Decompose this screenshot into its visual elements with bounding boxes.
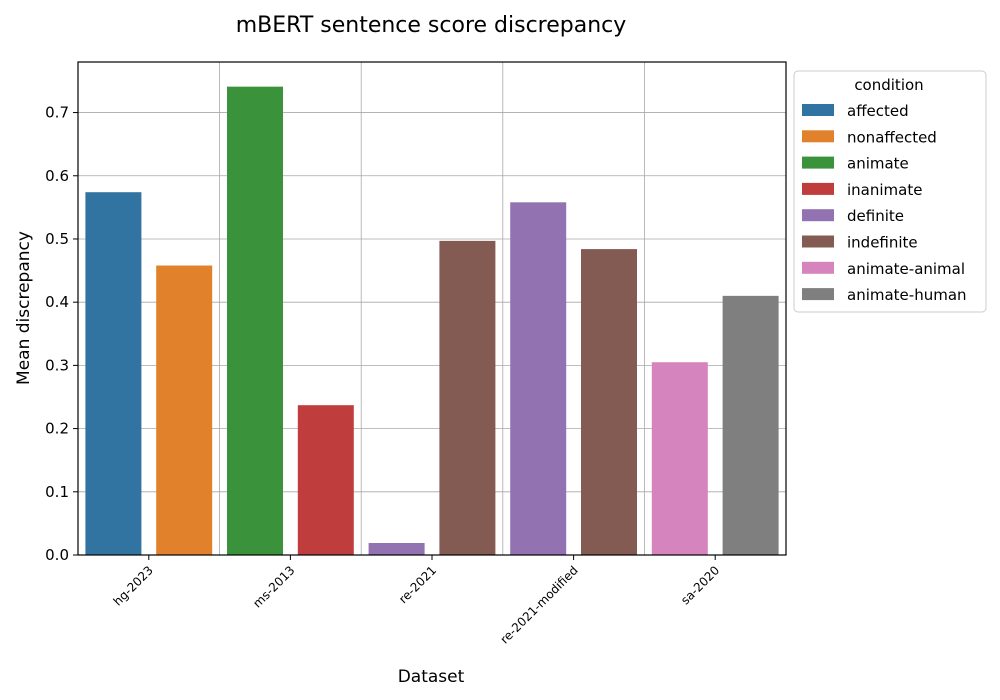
legend-title: condition [854, 76, 923, 94]
bars-layer [85, 86, 779, 556]
legend-entries: affected nonaffected animate inanimate defin… [802, 102, 967, 304]
legend-swatch-nonaffected [802, 130, 834, 143]
legend-label-animate-human: animate-human [847, 286, 967, 304]
bar-sa-2020-animate-human [722, 295, 779, 555]
bar-hg-2023-affected [85, 192, 142, 555]
legend-label-nonaffected: nonaffected [847, 128, 937, 146]
legend: condition affected nonaffected animate inan… [793, 70, 987, 313]
bar-re-2021-modified-definite [510, 202, 567, 556]
bar-ms-2013-inanimate [297, 405, 354, 555]
bar-re-2021-indefinite [439, 240, 496, 555]
legend-swatch-indefinite [802, 235, 834, 248]
x-axis-label: Dataset [398, 667, 465, 687]
legend-swatch-inanimate [802, 182, 834, 195]
x-tick-label: re-2021 [396, 563, 439, 606]
x-axis: hg-2023 ms-2013 re-2021 re-2021-modified sa-… [111, 555, 722, 647]
legend-swatch-definite [802, 209, 834, 222]
legend-label-definite: definite [847, 207, 904, 225]
y-tick-label: 0.0 [45, 546, 69, 564]
bar-hg-2023-nonaffected [156, 265, 213, 555]
legend-label-animate: animate [847, 155, 909, 173]
y-tick-label: 0.4 [45, 293, 69, 311]
legend-label-animate-animal: animate-animal [847, 260, 965, 278]
y-axis-label: Mean discrepancy [14, 231, 34, 385]
y-tick-label: 0.7 [45, 104, 69, 122]
x-tick-label: sa-2020 [678, 563, 722, 607]
y-tick-label: 0.3 [45, 356, 69, 374]
bar-ms-2013-animate [227, 86, 283, 556]
bar-re-2021-definite [368, 542, 425, 555]
legend-box [793, 70, 987, 313]
legend-swatch-animate-human [802, 288, 834, 301]
legend-label-indefinite: indefinite [847, 234, 918, 252]
chart-title: mBERT sentence score discrepancy [236, 13, 627, 38]
bar-re-2021-modified-indefinite [581, 249, 637, 556]
x-tick-label: ms-2013 [250, 563, 297, 610]
legend-label-inanimate: inanimate [847, 181, 922, 199]
y-tick-label: 0.5 [45, 230, 69, 248]
y-tick-label: 0.6 [45, 167, 69, 185]
y-axis: 0.0 0.1 0.2 0.3 0.4 0.5 0.6 0.7 [45, 104, 78, 564]
legend-label-affected: affected [847, 102, 909, 120]
legend-swatch-animate [802, 156, 834, 169]
y-tick-label: 0.2 [45, 420, 69, 438]
legend-swatch-affected [802, 104, 834, 116]
x-tick-label: hg-2023 [111, 563, 156, 608]
y-tick-label: 0.1 [45, 483, 69, 501]
bar-sa-2020-animate-animal [651, 362, 708, 555]
legend-swatch-animate-animal [802, 261, 834, 274]
x-tick-label: re-2021-modified [497, 563, 580, 646]
